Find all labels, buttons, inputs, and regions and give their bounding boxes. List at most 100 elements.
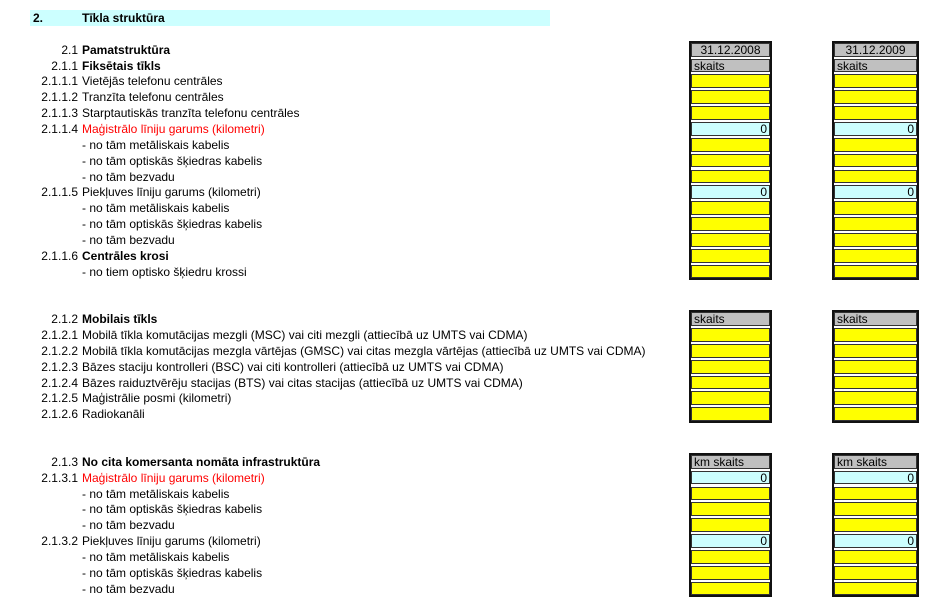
row-number: 2.1.3.2	[41, 534, 78, 549]
input-block-col-2	[832, 452, 919, 598]
row-number: 2.1.3	[51, 454, 78, 469]
row-number: 2.1.2.2	[41, 343, 78, 358]
input-cell[interactable]	[691, 359, 770, 374]
input-cell[interactable]	[834, 565, 917, 580]
row-number: 2.1.1.3	[41, 106, 78, 121]
unit-header-cell: skaits	[691, 58, 770, 73]
row-label: - no tām metāliskais kabelis	[82, 549, 230, 564]
row-label: Mobilais tīkls	[82, 312, 158, 327]
row-label: - no tām optiskās šķiedras kabelis	[82, 153, 263, 168]
row-number: 2.1	[61, 42, 78, 57]
row-number: 2.1.2.1	[41, 328, 78, 342]
input-cell[interactable]	[834, 502, 917, 517]
input-cell[interactable]	[691, 106, 770, 120]
row-label: Maģistrālie posmi (kilometri)	[82, 391, 232, 406]
section-title-band: 2. Tīkla struktūra	[30, 10, 550, 26]
input-cell[interactable]	[691, 407, 770, 422]
unit-header-cell: skaits	[834, 58, 917, 73]
input-cell[interactable]	[691, 90, 770, 105]
input-cell[interactable]	[691, 137, 770, 152]
input-cell[interactable]	[834, 407, 917, 422]
row-number: 2.1.2.6	[41, 407, 78, 422]
input-cell[interactable]	[691, 502, 770, 517]
input-cell[interactable]	[691, 248, 770, 263]
input-block-col-1	[689, 40, 772, 281]
unit-header-cell: skaits	[691, 312, 770, 326]
input-cell[interactable]	[691, 169, 770, 184]
input-cell[interactable]	[834, 74, 917, 89]
input-cell[interactable]	[834, 264, 917, 279]
input-cell[interactable]	[834, 549, 917, 564]
row-number: 2.1.1.6	[41, 248, 78, 263]
input-cell[interactable]	[834, 153, 917, 168]
row-label: Maģistrālo līniju garums (kilometri)	[82, 470, 265, 485]
row-label: Pamatstruktūra	[82, 42, 171, 57]
unit-header-cell: skaits	[834, 312, 917, 326]
input-block-col-1	[689, 452, 772, 598]
input-cell[interactable]	[691, 375, 770, 390]
row-label: - no tām bezvadu	[82, 518, 175, 533]
row-label: - no tām bezvadu	[82, 581, 175, 596]
row-label: Starptautiskās tranzīta telefonu centrāl…	[82, 106, 300, 121]
row-label: Piekļuves līniju garums (kilometri)	[82, 534, 261, 549]
row-number: 2.1.1.4	[41, 121, 78, 136]
input-cell[interactable]	[691, 391, 770, 406]
input-cell[interactable]	[691, 153, 770, 168]
row-label: - no tām metāliskais kabelis	[82, 486, 230, 501]
sum-cell: 0	[691, 185, 770, 200]
date-header-cell: 31.12.2008	[691, 42, 770, 57]
input-cell[interactable]	[834, 486, 917, 501]
input-cell[interactable]	[691, 549, 770, 564]
input-cell[interactable]	[691, 518, 770, 533]
input-cell[interactable]	[834, 375, 917, 390]
input-cell[interactable]	[834, 581, 917, 596]
row-label: - no tām bezvadu	[82, 169, 175, 184]
input-cell[interactable]	[834, 518, 917, 533]
input-cell[interactable]	[834, 201, 917, 216]
row-number: 2.1.2	[51, 312, 78, 327]
row-number: 2.1.1	[51, 58, 78, 73]
input-cell[interactable]	[834, 232, 917, 247]
date-header-cell: 31.12.2009	[834, 42, 917, 57]
row-number: 2.1.2.5	[41, 391, 78, 406]
row-label: - no tām metāliskais kabelis	[82, 137, 230, 152]
sum-cell: 0	[834, 121, 917, 136]
input-cell[interactable]	[834, 248, 917, 263]
input-cell[interactable]	[691, 343, 770, 358]
input-cell[interactable]	[834, 359, 917, 374]
row-label: Bāzes staciju kontrolleri (BSC) vai citi…	[82, 359, 504, 374]
input-cell[interactable]	[834, 90, 917, 105]
section-title: Tīkla struktūra	[82, 11, 165, 25]
input-cell[interactable]	[691, 581, 770, 596]
input-cell[interactable]	[691, 201, 770, 216]
sum-cell: 0	[834, 185, 917, 200]
row-label: - no tiem optisko šķiedru krossi	[82, 264, 247, 279]
input-cell[interactable]	[691, 264, 770, 279]
sum-cell: 0	[691, 470, 770, 485]
row-label: Bāzes raiduztvērēju stacijas (BTS) vai c…	[82, 375, 523, 390]
input-cell[interactable]	[691, 486, 770, 501]
input-cell[interactable]	[834, 391, 917, 406]
input-cell[interactable]	[691, 217, 770, 231]
input-cell[interactable]	[834, 137, 917, 152]
input-cell[interactable]	[834, 343, 917, 358]
row-label: Vietējās telefonu centrāles	[82, 74, 223, 89]
row-label: - no tām optiskās šķiedras kabelis	[82, 217, 263, 232]
input-cell[interactable]	[691, 565, 770, 580]
section-number: 2.	[33, 11, 44, 25]
row-label: Mobilā tīkla komutācijas mezgli (MSC) va…	[82, 328, 528, 342]
input-cell[interactable]	[834, 328, 917, 342]
row-label: Tranzīta telefonu centrāles	[82, 90, 224, 105]
input-cell[interactable]	[691, 328, 770, 342]
input-cell[interactable]	[834, 217, 917, 231]
row-number: 2.1.1.5	[41, 185, 78, 200]
sum-cell: 0	[834, 470, 917, 485]
input-cell[interactable]	[834, 106, 917, 120]
row-label: Mobilā tīkla komutācijas mezgla vārtējas…	[82, 343, 646, 358]
row-label: Piekļuves līniju garums (kilometri)	[82, 185, 261, 200]
input-cell[interactable]	[691, 232, 770, 247]
row-number: 2.1.1.2	[41, 90, 78, 105]
input-cell[interactable]	[834, 169, 917, 184]
row-number: 2.1.1.1	[41, 74, 78, 89]
input-cell[interactable]	[691, 74, 770, 89]
